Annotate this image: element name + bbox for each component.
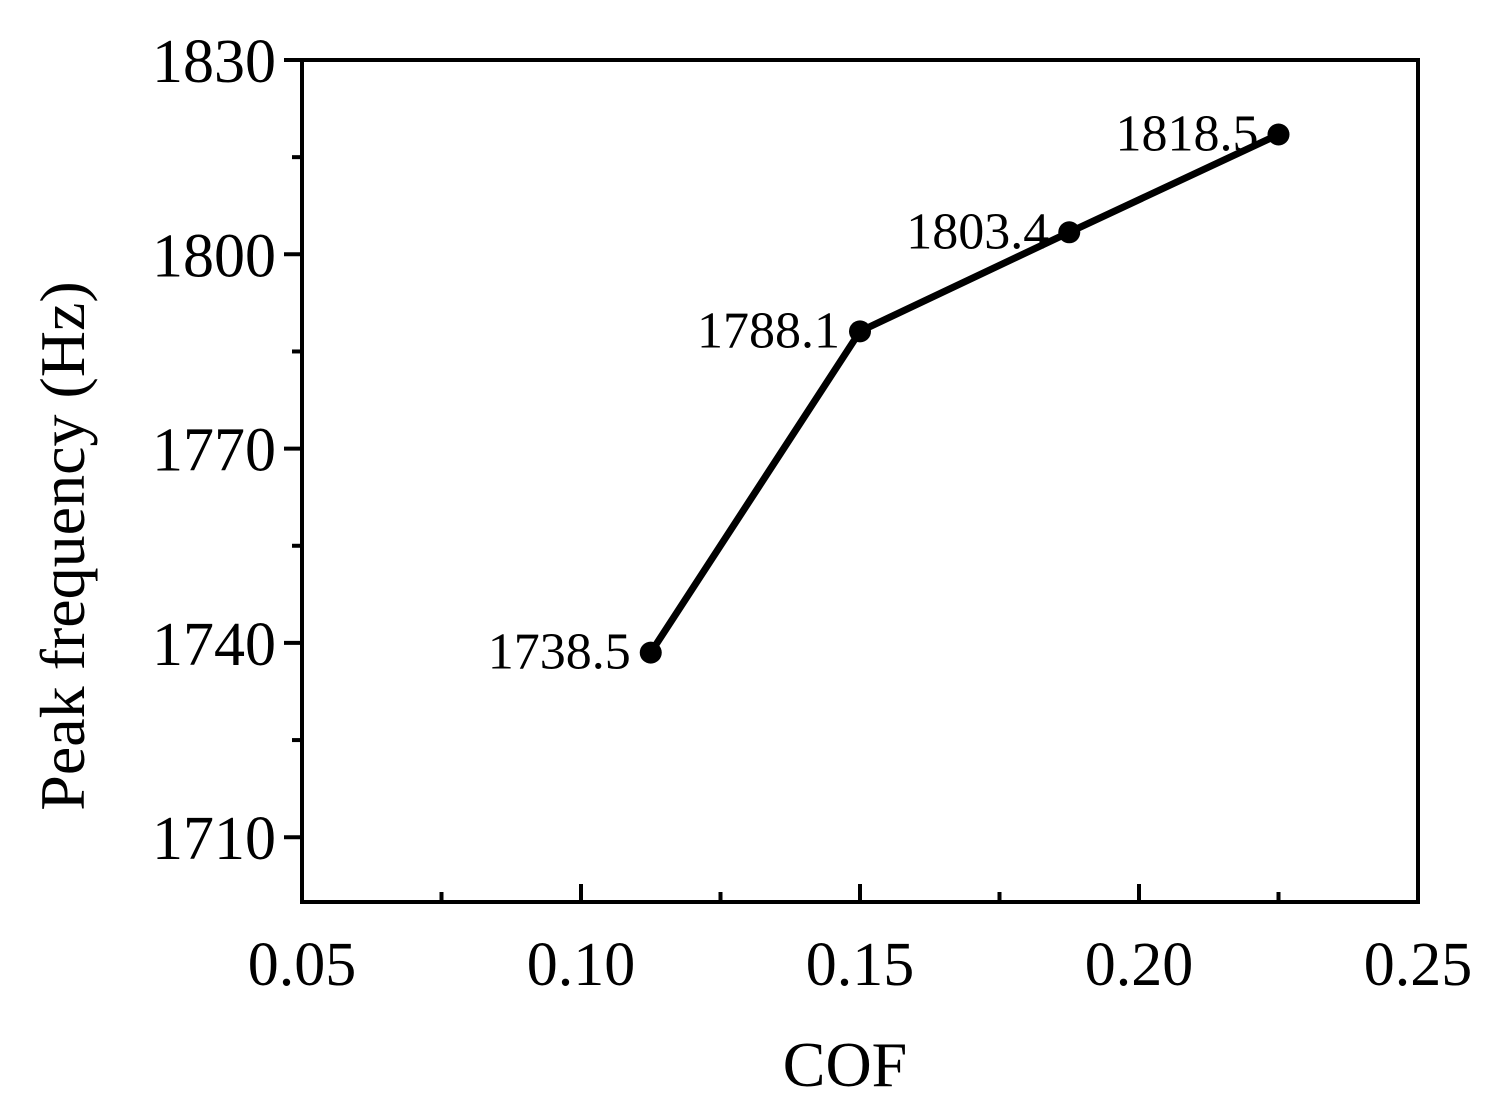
data-point — [1267, 123, 1290, 146]
data-label: 1738.5 — [488, 624, 631, 681]
series-line — [647, 131, 1280, 655]
x-axis-title: COF — [783, 1029, 908, 1100]
x-tick-label: 0.05 — [248, 931, 357, 999]
plot-frame — [300, 58, 1420, 904]
data-point — [849, 320, 871, 343]
data-label: 1788.1 — [697, 302, 840, 359]
y-tick-label: 1710 — [152, 805, 276, 873]
x-tick-label: 0.20 — [1085, 931, 1194, 999]
data-label: 1803.4 — [906, 203, 1049, 260]
y-tick-label: 1770 — [152, 417, 276, 485]
x-tick-label: 0.10 — [527, 931, 636, 999]
y-tick-label: 1800 — [152, 222, 276, 290]
x-tick-label: 0.25 — [1364, 931, 1473, 999]
data-label: 1818.5 — [1116, 105, 1259, 162]
x-tick-label: 0.15 — [806, 931, 915, 999]
data-point — [639, 641, 662, 664]
y-axis-title: Peak frequency (Hz) — [27, 281, 98, 811]
y-tick-label: 1830 — [152, 28, 276, 96]
data-point — [1058, 221, 1081, 244]
y-tick-label: 1740 — [152, 611, 276, 679]
